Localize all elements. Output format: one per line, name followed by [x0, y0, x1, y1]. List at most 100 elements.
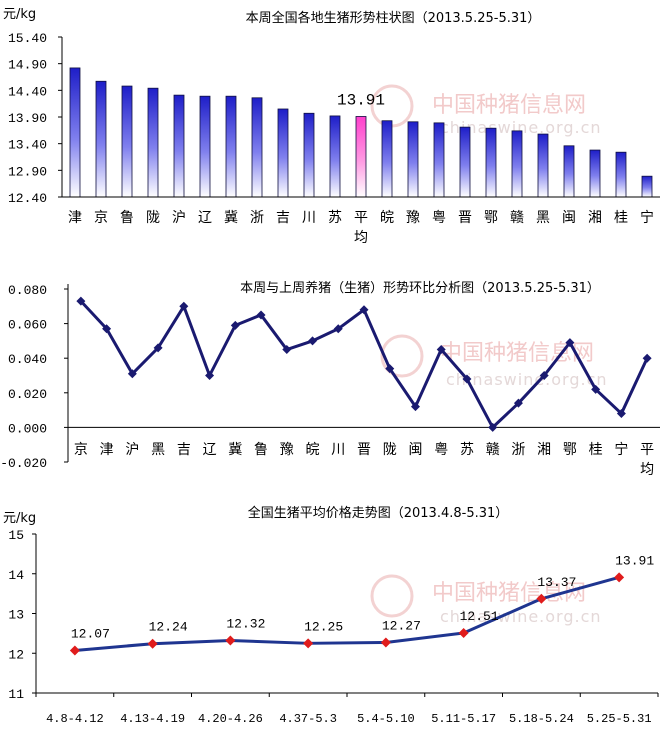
chart3-title: 全国生猪平均价格走势图（2013.4.8-5.31）	[248, 505, 509, 521]
chart1-category-label: 黑	[536, 210, 550, 226]
chart2-category-label: 川	[331, 442, 345, 458]
chart1-category-label: 鲁	[120, 210, 134, 226]
chart1-bar	[251, 97, 263, 198]
chart2-point-marker	[488, 422, 498, 432]
chart2-category-label: 晋	[357, 442, 371, 458]
chart3-category-label: 4.13-4.19	[120, 712, 185, 726]
chart2-y-tick-label: 0.020	[8, 387, 47, 402]
chart2-category-label: 平均	[640, 442, 654, 478]
chart2-point-marker	[565, 338, 575, 348]
chart1-bar	[615, 151, 627, 198]
chart1-bar	[407, 121, 419, 198]
chart2-point-marker	[359, 305, 369, 315]
chart1-category-label: 津	[68, 210, 82, 226]
chart1-bar	[173, 94, 185, 198]
chart1-bar	[485, 127, 497, 198]
chart3-point-marker	[147, 638, 158, 649]
price-trend-line-chart: 中国种猪信息网 chinaswine.org.cn 元/kg 全国生猪平均价格走…	[3, 505, 659, 726]
chart2-category-label: 沪	[125, 442, 139, 458]
chart1-category-label: 辽	[198, 210, 212, 226]
chart2-category-label: 赣	[486, 442, 500, 458]
chart2-category-label: 辽	[203, 442, 217, 458]
chart1-bar	[537, 133, 549, 198]
chart1-category-label: 桂	[614, 210, 628, 226]
chart3-category-label: 5.25-5.31	[587, 712, 652, 726]
chart1-category-label: 沪	[172, 210, 186, 226]
chart1-category-label: 川	[302, 210, 316, 226]
chart1-category-label: 晋	[458, 210, 472, 226]
chart2-point-marker	[308, 336, 318, 346]
chart2-point-marker	[462, 374, 472, 384]
chart3-data-label: 12.25	[304, 619, 343, 634]
chart2-point-marker	[642, 353, 652, 363]
chart2-y-tick-label: 0.040	[8, 352, 47, 367]
chart1-category-label: 平均	[354, 210, 368, 246]
chart2-category-label: 粤	[434, 442, 448, 458]
watermark-logo-icon	[370, 574, 414, 618]
chart2-y-tick-label: 0.060	[8, 318, 47, 333]
chart2-point-marker	[539, 371, 549, 380]
chart1-y-tick-label: 12.40	[8, 191, 47, 206]
chart1-bar	[329, 115, 341, 198]
chart2-point-marker	[333, 324, 343, 334]
chart2-point-marker	[256, 310, 266, 320]
watermark-logo-icon	[380, 334, 424, 378]
chart1-bar	[277, 108, 289, 198]
chart1-y-tick-label: 13.40	[8, 138, 47, 153]
chart1-category-label: 宁	[640, 209, 654, 226]
watermark: 中国种猪信息网 chinaswine.org.cn	[380, 334, 607, 389]
chart1-y-tick-label: 13.90	[8, 111, 47, 126]
chart1-bar-highlight	[355, 116, 367, 198]
chart2-point-marker	[282, 345, 292, 355]
chart2-category-label: 京	[74, 442, 88, 458]
chart2-point-marker	[179, 301, 189, 311]
chart2-category-label: 豫	[280, 442, 294, 458]
chart2-point-marker	[436, 345, 446, 355]
chart3-data-label: 12.32	[226, 617, 265, 632]
chart3-point-marker	[69, 645, 80, 656]
watermark-url: chinaswine.org.cn	[440, 118, 602, 137]
watermark-url: chinaswine.org.cn	[440, 607, 602, 626]
chart2-category-label: 苏	[460, 442, 474, 458]
chart3-data-label: 13.37	[537, 575, 576, 590]
chart1-y-tick-label: 12.90	[8, 164, 47, 179]
chart3-y-tick-label: 13	[8, 608, 24, 623]
chart3-data-label: 12.24	[149, 620, 188, 635]
chart2-y-tick-label: -0.020	[0, 456, 47, 471]
chart2-point-marker	[513, 398, 523, 408]
chart2-y-tick-label: 0.080	[8, 283, 47, 298]
chart1-bar	[69, 67, 81, 198]
chart1-category-label: 闽	[562, 210, 576, 226]
chart3-data-label: 13.91	[615, 553, 654, 568]
chart2-point-marker	[205, 371, 215, 380]
chart1-bar	[459, 126, 471, 198]
chart1-bar	[589, 149, 601, 198]
chart2-category-label: 冀	[228, 442, 242, 458]
chart1-category-label: 豫	[406, 210, 420, 226]
chart3-category-label: 4.8-4.12	[46, 712, 104, 726]
chart3-point-marker	[225, 635, 236, 646]
week-change-line-chart: 中国种猪信息网 chinaswine.org.cn 本周与上周养猪（生猪）形势环…	[0, 280, 660, 478]
chart2-category-label: 黑	[151, 442, 165, 458]
chart2-point-marker	[102, 324, 112, 334]
chart1-category-label: 赣	[510, 210, 524, 226]
chart1-category-label: 京	[94, 210, 108, 226]
chart3-category-label: 5.4-5.10	[357, 712, 415, 726]
chart2-y-tick-label: 0.000	[8, 421, 47, 436]
chart1-bar	[225, 95, 237, 198]
chart3-y-tick-label: 11	[8, 687, 24, 702]
chart2-category-label: 浙	[511, 442, 525, 458]
chart2-category-label: 津	[100, 442, 114, 458]
chart3-point-marker	[303, 638, 314, 649]
chart1-bar	[199, 95, 211, 198]
chart2-category-label: 桂	[589, 442, 603, 458]
chart2-category-label: 吉	[177, 442, 191, 458]
chart1-category-label: 冀	[224, 210, 238, 226]
chart1-y-tick-label: 15.40	[8, 31, 47, 46]
chart1-y-tick-label: 14.90	[8, 58, 47, 73]
chart1-bar	[511, 130, 523, 198]
chart3-y-tick-label: 14	[8, 568, 24, 583]
chart2-category-label: 陇	[383, 442, 397, 458]
chart2-category-label: 宁	[614, 441, 628, 458]
